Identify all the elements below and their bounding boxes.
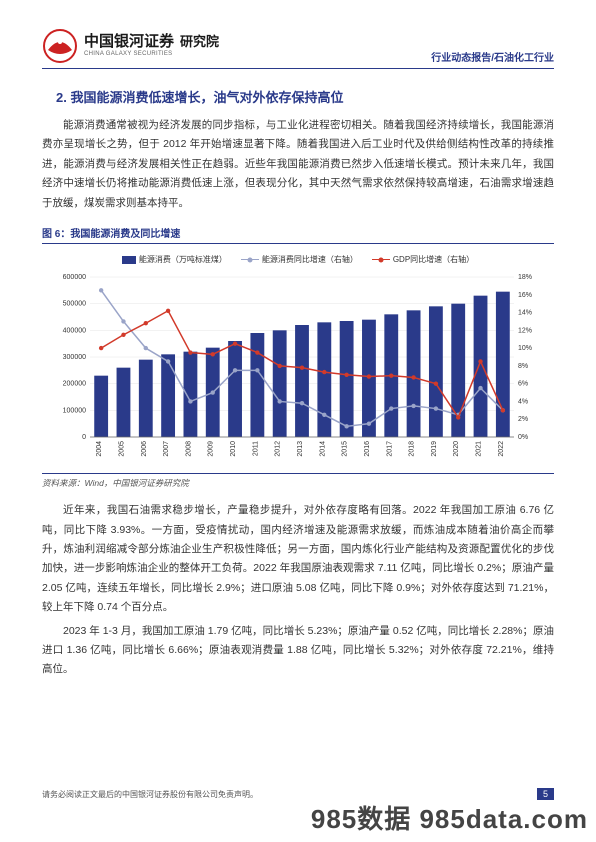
svg-text:400000: 400000 (63, 327, 86, 334)
paragraph-2: 近年来，我国石油需求稳步增长，产量稳步提升，对外依存度略有回落。2022 年我国… (42, 501, 554, 618)
figure-source: 资料来源：Wind，中国银河证券研究院 (42, 473, 554, 489)
svg-text:2022: 2022 (498, 441, 505, 457)
svg-text:0: 0 (82, 434, 86, 441)
report-category: 行业动态报告/石油化工行业 (431, 49, 554, 64)
brand-name-cn: 中国银河证券 (84, 34, 174, 51)
svg-text:2%: 2% (518, 416, 528, 423)
energy-chart: 能源消费（万吨标准煤） 能源消费同比增速（右轴） GDP同比增速（右轴） 0 10… (42, 244, 554, 473)
paragraph-3: 2023 年 1-3 月，我国加工原油 1.79 亿吨，同比增长 5.23%；原… (42, 622, 554, 680)
svg-text:2016: 2016 (364, 441, 371, 457)
chart-legend: 能源消费（万吨标准煤） 能源消费同比增速（右轴） GDP同比增速（右轴） (46, 254, 550, 265)
svg-text:2009: 2009 (208, 441, 215, 457)
svg-text:2012: 2012 (275, 441, 282, 457)
section-title: 2. 我国能源消费低速增长，油气对外依存保持高位 (56, 87, 554, 106)
svg-text:2008: 2008 (185, 441, 192, 457)
svg-text:500000: 500000 (63, 301, 86, 308)
svg-text:16%: 16% (518, 292, 532, 299)
svg-text:2014: 2014 (319, 441, 326, 457)
svg-text:2004: 2004 (96, 441, 103, 457)
svg-text:2015: 2015 (342, 441, 349, 457)
svg-text:2017: 2017 (386, 441, 393, 457)
svg-text:2018: 2018 (409, 441, 416, 457)
svg-text:8%: 8% (518, 363, 528, 370)
svg-text:14%: 14% (518, 310, 532, 317)
svg-text:12%: 12% (518, 327, 532, 334)
chart-svg: 0 100000 200000 300000 400000 500000 600000 0% 2… (46, 271, 550, 471)
svg-text:200000: 200000 (63, 381, 86, 388)
svg-text:10%: 10% (518, 345, 532, 352)
svg-text:2007: 2007 (163, 441, 170, 457)
svg-text:18%: 18% (518, 274, 532, 281)
svg-text:2019: 2019 (431, 441, 438, 457)
svg-text:600000: 600000 (63, 274, 86, 281)
svg-text:0%: 0% (518, 434, 528, 441)
legend-bar: 能源消费（万吨标准煤） (139, 254, 227, 265)
watermark: 985数据 985data.com (311, 799, 588, 836)
svg-text:4%: 4% (518, 399, 528, 406)
legend-line1: 能源消费同比增速（右轴） (262, 254, 358, 265)
svg-text:100000: 100000 (63, 407, 86, 414)
legend-line2: GDP同比增速（右轴） (393, 254, 474, 265)
galaxy-logo-icon (42, 28, 78, 64)
disclaimer: 请务必阅读正文最后的中国银河证券股份有限公司免责声明。 (42, 789, 258, 800)
svg-text:2021: 2021 (476, 441, 483, 457)
brand: 中国银河证券 研究院 CHINA GALAXY SECURITIES (42, 28, 219, 64)
svg-text:2010: 2010 (230, 441, 237, 457)
svg-text:2013: 2013 (297, 441, 304, 457)
brand-name-en: CHINA GALAXY SECURITIES (84, 51, 219, 58)
svg-text:2006: 2006 (141, 441, 148, 457)
svg-text:2011: 2011 (252, 441, 259, 456)
brand-unit: 研究院 (180, 35, 219, 49)
paragraph-1: 能源消费通常被视为经济发展的同步指标，与工业化进程密切相关。随着我国经济持续增长… (42, 116, 554, 213)
svg-text:2020: 2020 (453, 441, 460, 457)
svg-text:2005: 2005 (118, 441, 125, 457)
page-header: 中国银河证券 研究院 CHINA GALAXY SECURITIES 行业动态报… (42, 28, 554, 69)
figure-caption: 图 6：我国能源消费及同比增速 (42, 219, 554, 244)
svg-text:6%: 6% (518, 381, 528, 388)
svg-text:300000: 300000 (63, 354, 86, 361)
